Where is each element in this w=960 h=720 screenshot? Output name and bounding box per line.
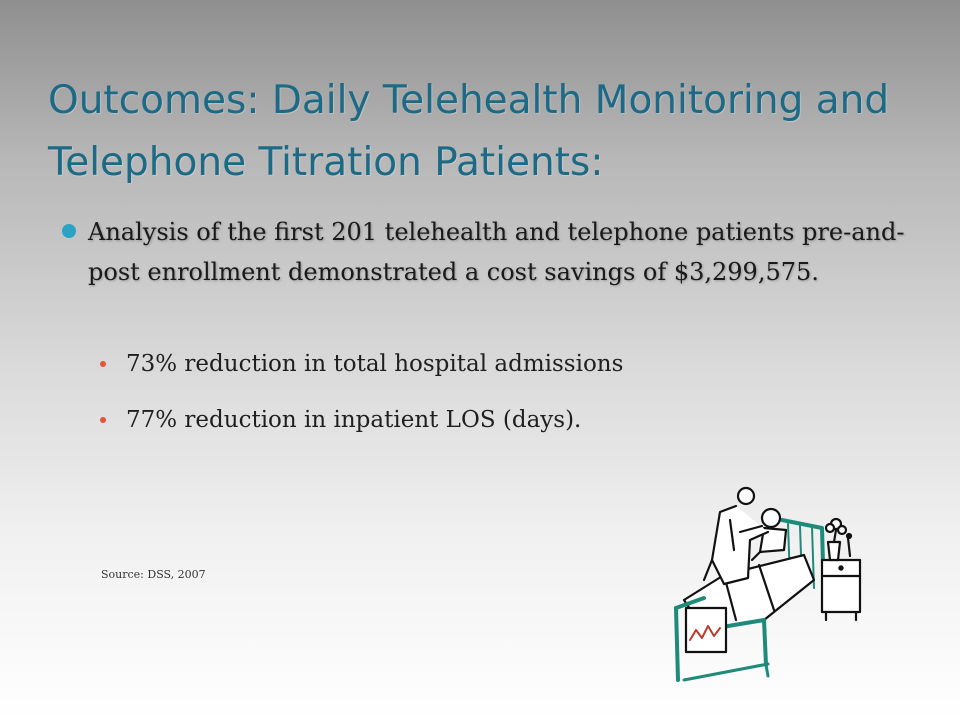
doctor-patient-bed-icon: [674, 486, 862, 682]
main-bullet: Analysis of the first 201 telehealth and…: [62, 212, 922, 292]
slide-title: Outcomes: Daily Telehealth Monitoring an…: [48, 78, 890, 185]
bullet-dot: [62, 224, 76, 238]
sub-bullet-text: 73% reduction in total hospital admissio…: [126, 351, 624, 377]
sub-bullet-dot: [100, 417, 106, 423]
sub-bullet-admissions: 73% reduction in total hospital admissio…: [100, 346, 900, 382]
source-note: Source: DSS, 2007: [101, 568, 206, 581]
sub-bullet-text: 77% reduction in inpatient LOS (days).: [126, 407, 582, 433]
sub-bullet-los: 77% reduction in inpatient LOS (days).: [100, 402, 900, 438]
main-bullet-text: Analysis of the first 201 telehealth and…: [88, 218, 905, 286]
sub-bullet-dot: [100, 361, 106, 367]
